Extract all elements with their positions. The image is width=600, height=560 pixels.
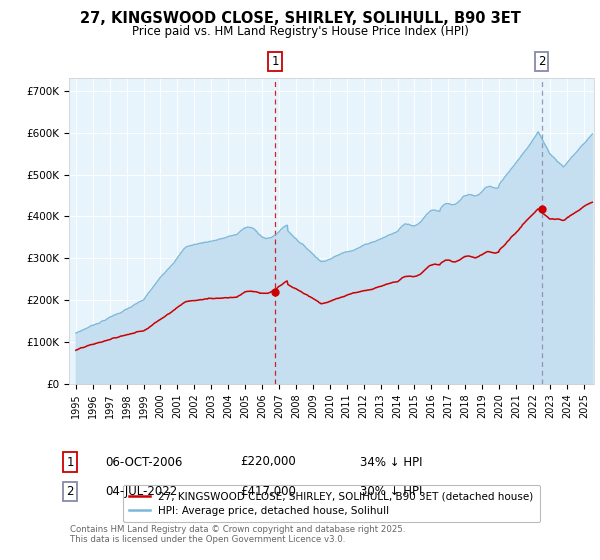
Text: 1: 1 (271, 55, 278, 68)
Text: 06-OCT-2006: 06-OCT-2006 (105, 455, 182, 469)
Text: Price paid vs. HM Land Registry's House Price Index (HPI): Price paid vs. HM Land Registry's House … (131, 25, 469, 38)
Text: 1: 1 (67, 455, 74, 469)
Text: 27, KINGSWOOD CLOSE, SHIRLEY, SOLIHULL, B90 3ET: 27, KINGSWOOD CLOSE, SHIRLEY, SOLIHULL, … (80, 11, 520, 26)
Text: 04-JUL-2022: 04-JUL-2022 (105, 485, 177, 498)
Text: 2: 2 (67, 485, 74, 498)
Text: 30% ↓ HPI: 30% ↓ HPI (360, 485, 422, 498)
Text: £417,000: £417,000 (240, 485, 296, 498)
Text: Contains HM Land Registry data © Crown copyright and database right 2025.
This d: Contains HM Land Registry data © Crown c… (70, 525, 406, 544)
Legend: 27, KINGSWOOD CLOSE, SHIRLEY, SOLIHULL, B90 3ET (detached house), HPI: Average p: 27, KINGSWOOD CLOSE, SHIRLEY, SOLIHULL, … (123, 485, 540, 522)
Text: £220,000: £220,000 (240, 455, 296, 469)
Text: 2: 2 (538, 55, 545, 68)
Text: 34% ↓ HPI: 34% ↓ HPI (360, 455, 422, 469)
